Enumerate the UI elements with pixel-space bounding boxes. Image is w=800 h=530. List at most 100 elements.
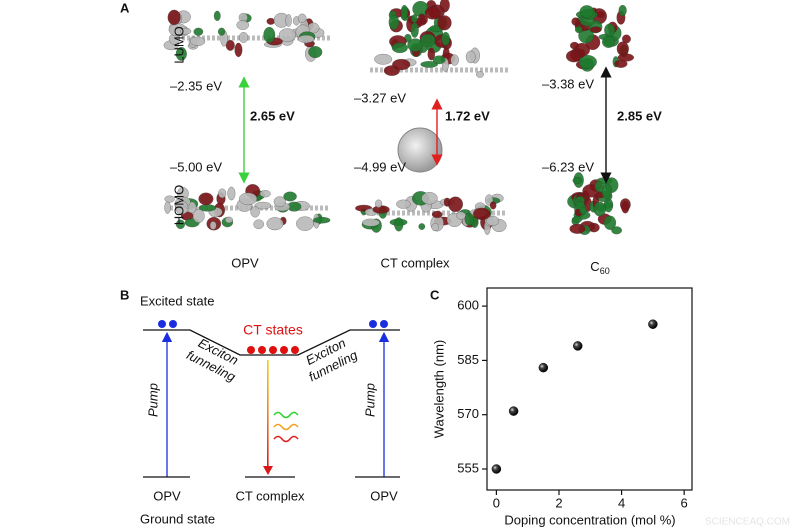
orbital-lobe xyxy=(476,71,484,78)
panel-label: A xyxy=(120,0,130,15)
orbital-lobe xyxy=(579,206,587,215)
homo-energy: –5.00 eV xyxy=(170,159,222,174)
orbital-lobe xyxy=(396,199,411,209)
ct-states-label: CT states xyxy=(243,322,303,338)
orbital-lobe xyxy=(465,50,476,64)
plot-frame xyxy=(486,287,693,491)
orbital-lobe xyxy=(175,47,187,61)
x-axis-label: Doping concentration (mol %) xyxy=(504,512,675,527)
orbital-lobe xyxy=(617,53,634,62)
x-tick-label: 6 xyxy=(681,495,688,510)
column-name: CT complex xyxy=(380,255,450,270)
name-main: C xyxy=(590,259,599,274)
orbital-lobe xyxy=(253,219,264,230)
pump-label: Pump xyxy=(362,383,377,417)
orbital-lobe xyxy=(273,196,286,208)
orbital-lobe xyxy=(164,201,171,214)
orbital-lobe xyxy=(486,215,500,226)
orbital-lobe xyxy=(589,26,602,33)
column-name: C60 xyxy=(590,259,609,276)
funneling-label: Excitonfunneling xyxy=(184,333,246,385)
excited-state-label: Excited state xyxy=(140,293,214,308)
species-label: OPV xyxy=(153,488,181,503)
orbital-lobe xyxy=(447,196,463,212)
orbital-lobe xyxy=(593,201,606,217)
orbital-lobe xyxy=(189,36,206,46)
emission-wave xyxy=(273,435,299,443)
orbital-lobe xyxy=(374,53,393,65)
emission-wave xyxy=(273,423,299,431)
orbital-lobe xyxy=(419,14,428,25)
gap-energy: 2.65 eV xyxy=(250,108,295,123)
orbital-lobe xyxy=(164,195,175,203)
orbital-lobe xyxy=(296,216,314,231)
orbital-lobe xyxy=(217,27,226,36)
orbital-lobe xyxy=(375,199,383,208)
orbital-lobe xyxy=(254,201,272,210)
emission-wave xyxy=(273,411,299,419)
funneling-label: Excitonfunneling xyxy=(299,333,361,385)
electron xyxy=(158,320,166,328)
orbital-illustrations xyxy=(163,0,634,235)
data-point xyxy=(508,406,519,416)
orbital-lobe xyxy=(392,58,411,71)
homo-energy: –6.23 eV xyxy=(542,159,594,174)
species-label: OPV xyxy=(370,488,398,503)
orbital-lobe xyxy=(224,216,233,224)
species-label: CT complex xyxy=(235,488,305,503)
orbital-lobe xyxy=(464,212,474,226)
data-point xyxy=(573,341,583,351)
gap-energy: 1.72 eV xyxy=(445,108,490,123)
orbital-lobe xyxy=(424,6,441,20)
gap-energy: 2.85 eV xyxy=(617,108,662,123)
y-tick-label: 570 xyxy=(457,406,479,421)
orbital-lobe xyxy=(285,14,292,27)
orbital-lobe xyxy=(266,217,284,231)
orbital-lobe xyxy=(236,20,249,30)
orbital-lobe xyxy=(578,49,586,58)
ground-state-label: Ground state xyxy=(140,511,215,526)
electron xyxy=(280,346,288,354)
panel-label: B xyxy=(120,287,129,302)
orbital-lobe xyxy=(437,15,452,31)
orbital-lobe xyxy=(362,218,380,227)
orbital-lobe xyxy=(259,190,271,198)
lumo-label: LUMO xyxy=(171,26,186,64)
electron xyxy=(269,346,277,354)
orbital-lobe xyxy=(570,41,579,50)
orbital-lobe xyxy=(250,206,260,218)
orbital-lobe xyxy=(456,211,466,220)
orbital-lobe xyxy=(473,207,491,220)
name-subscript: 60 xyxy=(600,266,610,276)
orbital-lobe xyxy=(192,209,205,223)
orbital-lobe xyxy=(578,55,597,69)
excited-levels xyxy=(143,329,400,356)
orbital-lobe xyxy=(400,5,409,20)
lumo-energy: –3.27 eV xyxy=(354,90,406,105)
data-point xyxy=(491,464,502,474)
orbital-lobe xyxy=(225,39,235,51)
orbital-lobe xyxy=(621,201,630,214)
orbital-lobe xyxy=(575,26,583,34)
orbital-lobe xyxy=(420,33,436,48)
orbital-lobe xyxy=(489,201,497,210)
orbital-lobe xyxy=(278,28,296,42)
lumo-energy: –3.38 eV xyxy=(542,76,594,91)
orbital-lobe xyxy=(571,215,583,223)
orbital-lobe xyxy=(601,183,613,199)
orbital-lobe xyxy=(391,42,408,54)
y-tick-label: 600 xyxy=(457,298,479,313)
y-axis-label: Wavelength (nm) xyxy=(431,340,446,439)
data-point xyxy=(648,319,658,329)
orbital-lobe xyxy=(283,191,297,202)
orbital-lobe xyxy=(298,34,315,44)
y-tick-label: 585 xyxy=(457,352,479,367)
orbital-lobe xyxy=(180,27,192,35)
orbital-lobe xyxy=(418,223,426,230)
orbital-lobe xyxy=(308,46,323,58)
orbital-lobe xyxy=(193,27,204,36)
orbital-lobe xyxy=(569,223,586,234)
orbital-lobe xyxy=(420,61,438,68)
orbital-lobe xyxy=(234,42,243,58)
